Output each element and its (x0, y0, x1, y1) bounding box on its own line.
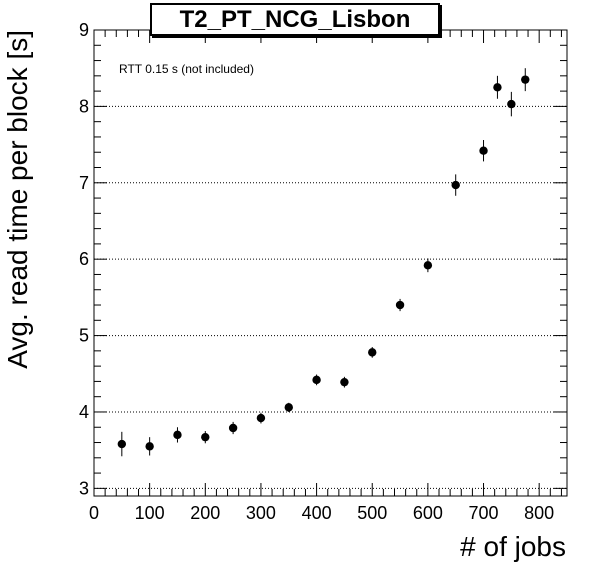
x-axis-label: # of jobs (460, 531, 566, 562)
data-point-13 (479, 146, 488, 155)
grid-lines (94, 29, 567, 489)
y-tick-label-5: 5 (79, 326, 89, 346)
y-axis-label: Avg. read time per block [s] (2, 30, 33, 369)
y-tick-label-3: 3 (79, 478, 89, 498)
x-tick-label-500: 500 (357, 503, 387, 523)
data-point-8 (340, 377, 349, 387)
data-point-3 (201, 432, 210, 442)
data-point-6 (284, 403, 293, 412)
x-tick-label-0: 0 (89, 503, 99, 523)
x-tick-label-800: 800 (524, 503, 554, 523)
x-tick-label-700: 700 (469, 503, 499, 523)
data-point-5 (256, 413, 266, 423)
data-point-11 (423, 261, 433, 270)
data-point-9 (368, 348, 377, 357)
data-point-0 (117, 439, 127, 449)
plot-frame (93, 29, 568, 497)
x-tick-label-400: 400 (302, 503, 332, 523)
y-tick-label-8: 8 (79, 96, 89, 116)
data-point-14 (493, 83, 502, 92)
x-tick-label-200: 200 (190, 503, 220, 523)
chart-title: T2_PT_NCG_Lisbon (150, 3, 440, 36)
data-point-4 (228, 423, 238, 433)
x-tick-label-600: 600 (413, 503, 443, 523)
y-tick-label-7: 7 (79, 173, 89, 193)
data-point-15 (507, 99, 516, 109)
data-point-1 (145, 442, 154, 451)
y-tick-label-6: 6 (79, 249, 89, 269)
plot-border (93, 29, 568, 497)
rtt-annotation: RTT 0.15 s (not included) (119, 62, 254, 76)
data-point-2 (173, 430, 182, 440)
data-point-16 (521, 75, 530, 84)
tick-labels: 0 100 200 300 400 500 600 700 800 3 4 5 6 7 8 9 (79, 20, 554, 523)
y-tick-label-4: 4 (79, 402, 89, 422)
x-tick-label-100: 100 (135, 503, 165, 523)
data-points (117, 68, 530, 457)
data-point-10 (395, 300, 405, 310)
data-point-7 (312, 375, 321, 385)
y-tick-label-9: 9 (79, 20, 89, 40)
data-point-12 (451, 180, 460, 190)
axis-ticks (93, 29, 567, 496)
x-tick-label-300: 300 (246, 503, 276, 523)
